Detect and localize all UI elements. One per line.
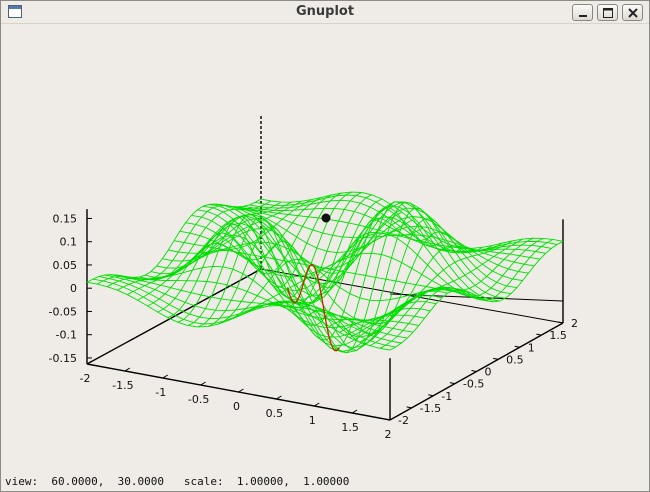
plot-canvas[interactable]: 0.150.10.050-0.05-0.1-0.15-2-1.5-1-0.500… bbox=[1, 23, 649, 473]
y-tick-mark bbox=[471, 370, 477, 372]
titlebar[interactable]: Gnuplot bbox=[1, 1, 649, 24]
base-edge-back-x bbox=[260, 268, 564, 324]
surface-mesh-line bbox=[278, 201, 453, 350]
y-tick-label: 0.5 bbox=[506, 353, 524, 366]
close-button[interactable] bbox=[622, 4, 643, 21]
surface-mesh-line bbox=[238, 219, 413, 317]
x-tick-label: 1 bbox=[309, 414, 316, 427]
surface-mesh-line bbox=[288, 201, 463, 354]
x-tick-label: 0.5 bbox=[266, 407, 284, 420]
surface-curve bbox=[286, 263, 340, 352]
x-tick-label: 0 bbox=[233, 400, 240, 413]
maximize-button[interactable] bbox=[597, 4, 618, 21]
surface-mesh-line bbox=[329, 242, 503, 327]
window-icon[interactable] bbox=[8, 5, 22, 18]
base-edge-back-y bbox=[86, 268, 262, 365]
surface-mesh-line bbox=[308, 218, 483, 344]
z-tick-label: -0.15 bbox=[49, 352, 77, 365]
surface-mesh-line bbox=[389, 240, 564, 351]
x-tick-mark bbox=[313, 402, 320, 407]
z-tick-label: 0.1 bbox=[60, 236, 78, 249]
y-tick-mark bbox=[493, 357, 499, 360]
x-tick-mark bbox=[238, 388, 244, 393]
status-scale-label: scale: bbox=[183, 475, 224, 488]
surface-mesh-line bbox=[207, 198, 383, 327]
surface-mesh-line bbox=[147, 197, 322, 307]
surface-mesh-line bbox=[228, 211, 403, 321]
status-view-label: view: bbox=[5, 475, 39, 488]
surface-point-marker bbox=[321, 213, 331, 223]
x-tick-mark bbox=[162, 374, 169, 379]
x-tick-label: 2 bbox=[385, 428, 392, 441]
y-tick-label: 1.5 bbox=[549, 329, 567, 342]
surface-mesh-line bbox=[157, 194, 332, 313]
x-tick-mark bbox=[389, 416, 396, 421]
surface-mesh-line bbox=[218, 204, 393, 325]
y-tick-label: -1 bbox=[441, 390, 452, 403]
y-tick-mark bbox=[449, 382, 455, 385]
x-tick-label: -0.5 bbox=[188, 393, 209, 406]
surface-mesh-line bbox=[268, 207, 443, 341]
x-tick-mark bbox=[276, 395, 282, 400]
window-title: Gnuplot bbox=[295, 4, 355, 19]
z-tick-label: -0.1 bbox=[56, 329, 77, 342]
z-tick-label: 0 bbox=[70, 282, 77, 295]
x-tick-label: -1 bbox=[155, 386, 166, 399]
x-tick-label: 1.5 bbox=[341, 421, 359, 434]
y-tick-mark bbox=[514, 345, 520, 348]
status-view-values: 60.0000, 30.0000 bbox=[51, 475, 164, 488]
x-tick-mark bbox=[351, 409, 358, 414]
surface-mesh-line bbox=[298, 207, 473, 351]
y-tick-label: -1.5 bbox=[420, 402, 441, 415]
z-tick-label: -0.05 bbox=[49, 305, 77, 318]
status-scale-values: 1.00000, 1.00000 bbox=[236, 475, 350, 488]
y-tick-label: -2 bbox=[398, 414, 409, 427]
z-tick-label: 0.05 bbox=[53, 259, 78, 272]
surface-mesh-line bbox=[248, 227, 423, 313]
y-tick-mark bbox=[536, 333, 542, 336]
surface-mesh-line bbox=[96, 200, 272, 285]
surface-mesh-line bbox=[137, 199, 312, 301]
y-tick-mark bbox=[557, 321, 564, 324]
surface-mesh-line bbox=[339, 240, 513, 333]
surface-mesh-line bbox=[127, 200, 302, 296]
y-tick-label: 0 bbox=[485, 366, 492, 379]
x-tick-label: -2 bbox=[80, 372, 91, 385]
close-icon bbox=[628, 8, 638, 18]
surface-mesh-line bbox=[106, 201, 282, 288]
z-tick-label: 0.15 bbox=[53, 212, 78, 225]
y-tick-mark bbox=[428, 394, 434, 397]
surface-mesh-line bbox=[117, 201, 292, 291]
surface-mesh-line bbox=[319, 231, 493, 335]
y-tick-mark bbox=[406, 406, 412, 409]
y-tick-label: -0.5 bbox=[463, 378, 484, 391]
surface-mesh-line bbox=[369, 238, 544, 347]
surface-mesh-line bbox=[258, 217, 433, 326]
x-tick-mark bbox=[124, 367, 131, 372]
surface-mesh-line bbox=[197, 194, 372, 328]
surface-mesh-line bbox=[187, 192, 362, 326]
y-tick-label: 1 bbox=[528, 341, 535, 354]
surface-mesh-line bbox=[359, 237, 534, 343]
maximize-icon bbox=[603, 8, 613, 18]
x-tick-mark bbox=[200, 381, 206, 386]
y-tick-label: 2 bbox=[571, 317, 578, 330]
minimize-button[interactable] bbox=[572, 4, 593, 21]
minimize-icon bbox=[579, 15, 587, 17]
x-tick-mark bbox=[86, 360, 93, 365]
status-bar: view: 60.0000, 30.0000 scale: 1.00000, 1… bbox=[5, 475, 349, 488]
y-tick-mark bbox=[384, 418, 391, 421]
x-tick-label: -1.5 bbox=[112, 379, 133, 392]
surface-mesh-line bbox=[167, 192, 342, 319]
surface-mesh-line bbox=[379, 239, 554, 349]
